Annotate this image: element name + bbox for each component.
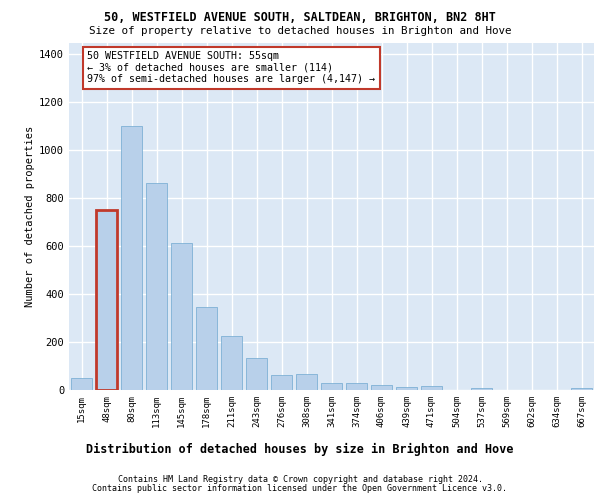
Text: 50, WESTFIELD AVENUE SOUTH, SALTDEAN, BRIGHTON, BN2 8HT: 50, WESTFIELD AVENUE SOUTH, SALTDEAN, BR…: [104, 11, 496, 24]
Bar: [246, 358, 267, 390]
Bar: [321, 383, 342, 390]
Bar: [571, 388, 592, 390]
Bar: [346, 383, 367, 390]
Bar: [421, 386, 442, 390]
Bar: [371, 385, 392, 390]
Y-axis label: Number of detached properties: Number of detached properties: [25, 126, 35, 307]
Bar: [196, 308, 217, 390]
Bar: [121, 126, 142, 390]
Bar: [71, 378, 92, 390]
Text: Contains HM Land Registry data © Crown copyright and database right 2024.: Contains HM Land Registry data © Crown c…: [118, 475, 482, 484]
Text: Contains public sector information licensed under the Open Government Licence v3: Contains public sector information licen…: [92, 484, 508, 493]
Text: Size of property relative to detached houses in Brighton and Hove: Size of property relative to detached ho…: [89, 26, 511, 36]
Text: Distribution of detached houses by size in Brighton and Hove: Distribution of detached houses by size …: [86, 442, 514, 456]
Bar: [146, 182, 167, 390]
Bar: [221, 336, 242, 390]
Bar: [96, 210, 117, 390]
Bar: [271, 375, 292, 390]
Text: 50 WESTFIELD AVENUE SOUTH: 55sqm
← 3% of detached houses are smaller (114)
97% o: 50 WESTFIELD AVENUE SOUTH: 55sqm ← 3% of…: [88, 51, 376, 84]
Bar: [171, 242, 192, 390]
Bar: [471, 388, 492, 390]
Bar: [396, 387, 417, 390]
Bar: [296, 374, 317, 390]
